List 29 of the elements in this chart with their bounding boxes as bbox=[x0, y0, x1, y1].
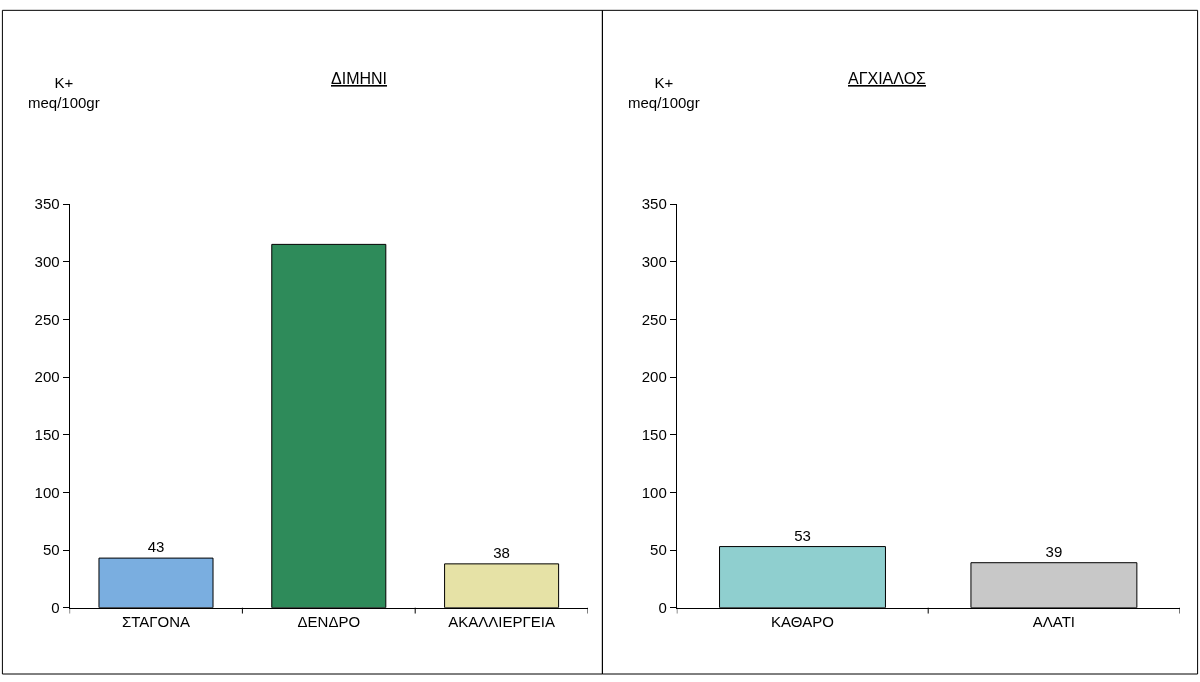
data-label: 53 bbox=[794, 526, 811, 544]
y-tick-label: 50 bbox=[650, 541, 667, 559]
data-label: 39 bbox=[1045, 542, 1063, 560]
chart-title: ΔΙΜΗΝΙ bbox=[331, 70, 388, 87]
y-tick-label: 150 bbox=[641, 425, 667, 443]
y-tick-label: 50 bbox=[42, 541, 60, 559]
x-tick-label: ΚΑΘΑΡΟ bbox=[771, 612, 834, 630]
y-tick-label: 100 bbox=[641, 483, 667, 501]
y-tick-label: 0 bbox=[658, 598, 667, 616]
y-axis-title: K+ meq/100gr bbox=[28, 74, 100, 111]
y-tick-label: 200 bbox=[34, 368, 60, 386]
x-tick-label: ΑΛΑΤΙ bbox=[1032, 612, 1076, 630]
y-tick-label: 300 bbox=[641, 252, 667, 270]
y-tick-label: 250 bbox=[34, 310, 60, 328]
y-tick-label: 300 bbox=[34, 252, 60, 270]
y-tick-label: 0 bbox=[51, 598, 60, 616]
data-label: 43 bbox=[147, 538, 165, 556]
x-tick-label: ΑΚΑΛΛΙΕΡΓΕΙΑ bbox=[448, 612, 555, 630]
data-label: 38 bbox=[493, 543, 510, 561]
x-tick-label: ΔΕΝΔΡΟ bbox=[297, 612, 361, 630]
chart-title: ΑΓΧΙΑΛΟΣ bbox=[848, 70, 927, 87]
y-tick-label: 250 bbox=[641, 310, 667, 328]
y-tick-label: 200 bbox=[641, 368, 667, 386]
y-tick-label: 150 bbox=[34, 425, 60, 443]
y-tick-label: 100 bbox=[34, 483, 60, 501]
x-tick-label: ΣΤΑΓΟΝΑ bbox=[121, 612, 191, 630]
y-tick-label: 350 bbox=[641, 195, 667, 213]
y-axis-title: K+ meq/100gr bbox=[628, 74, 700, 111]
y-tick-label: 350 bbox=[34, 195, 60, 213]
